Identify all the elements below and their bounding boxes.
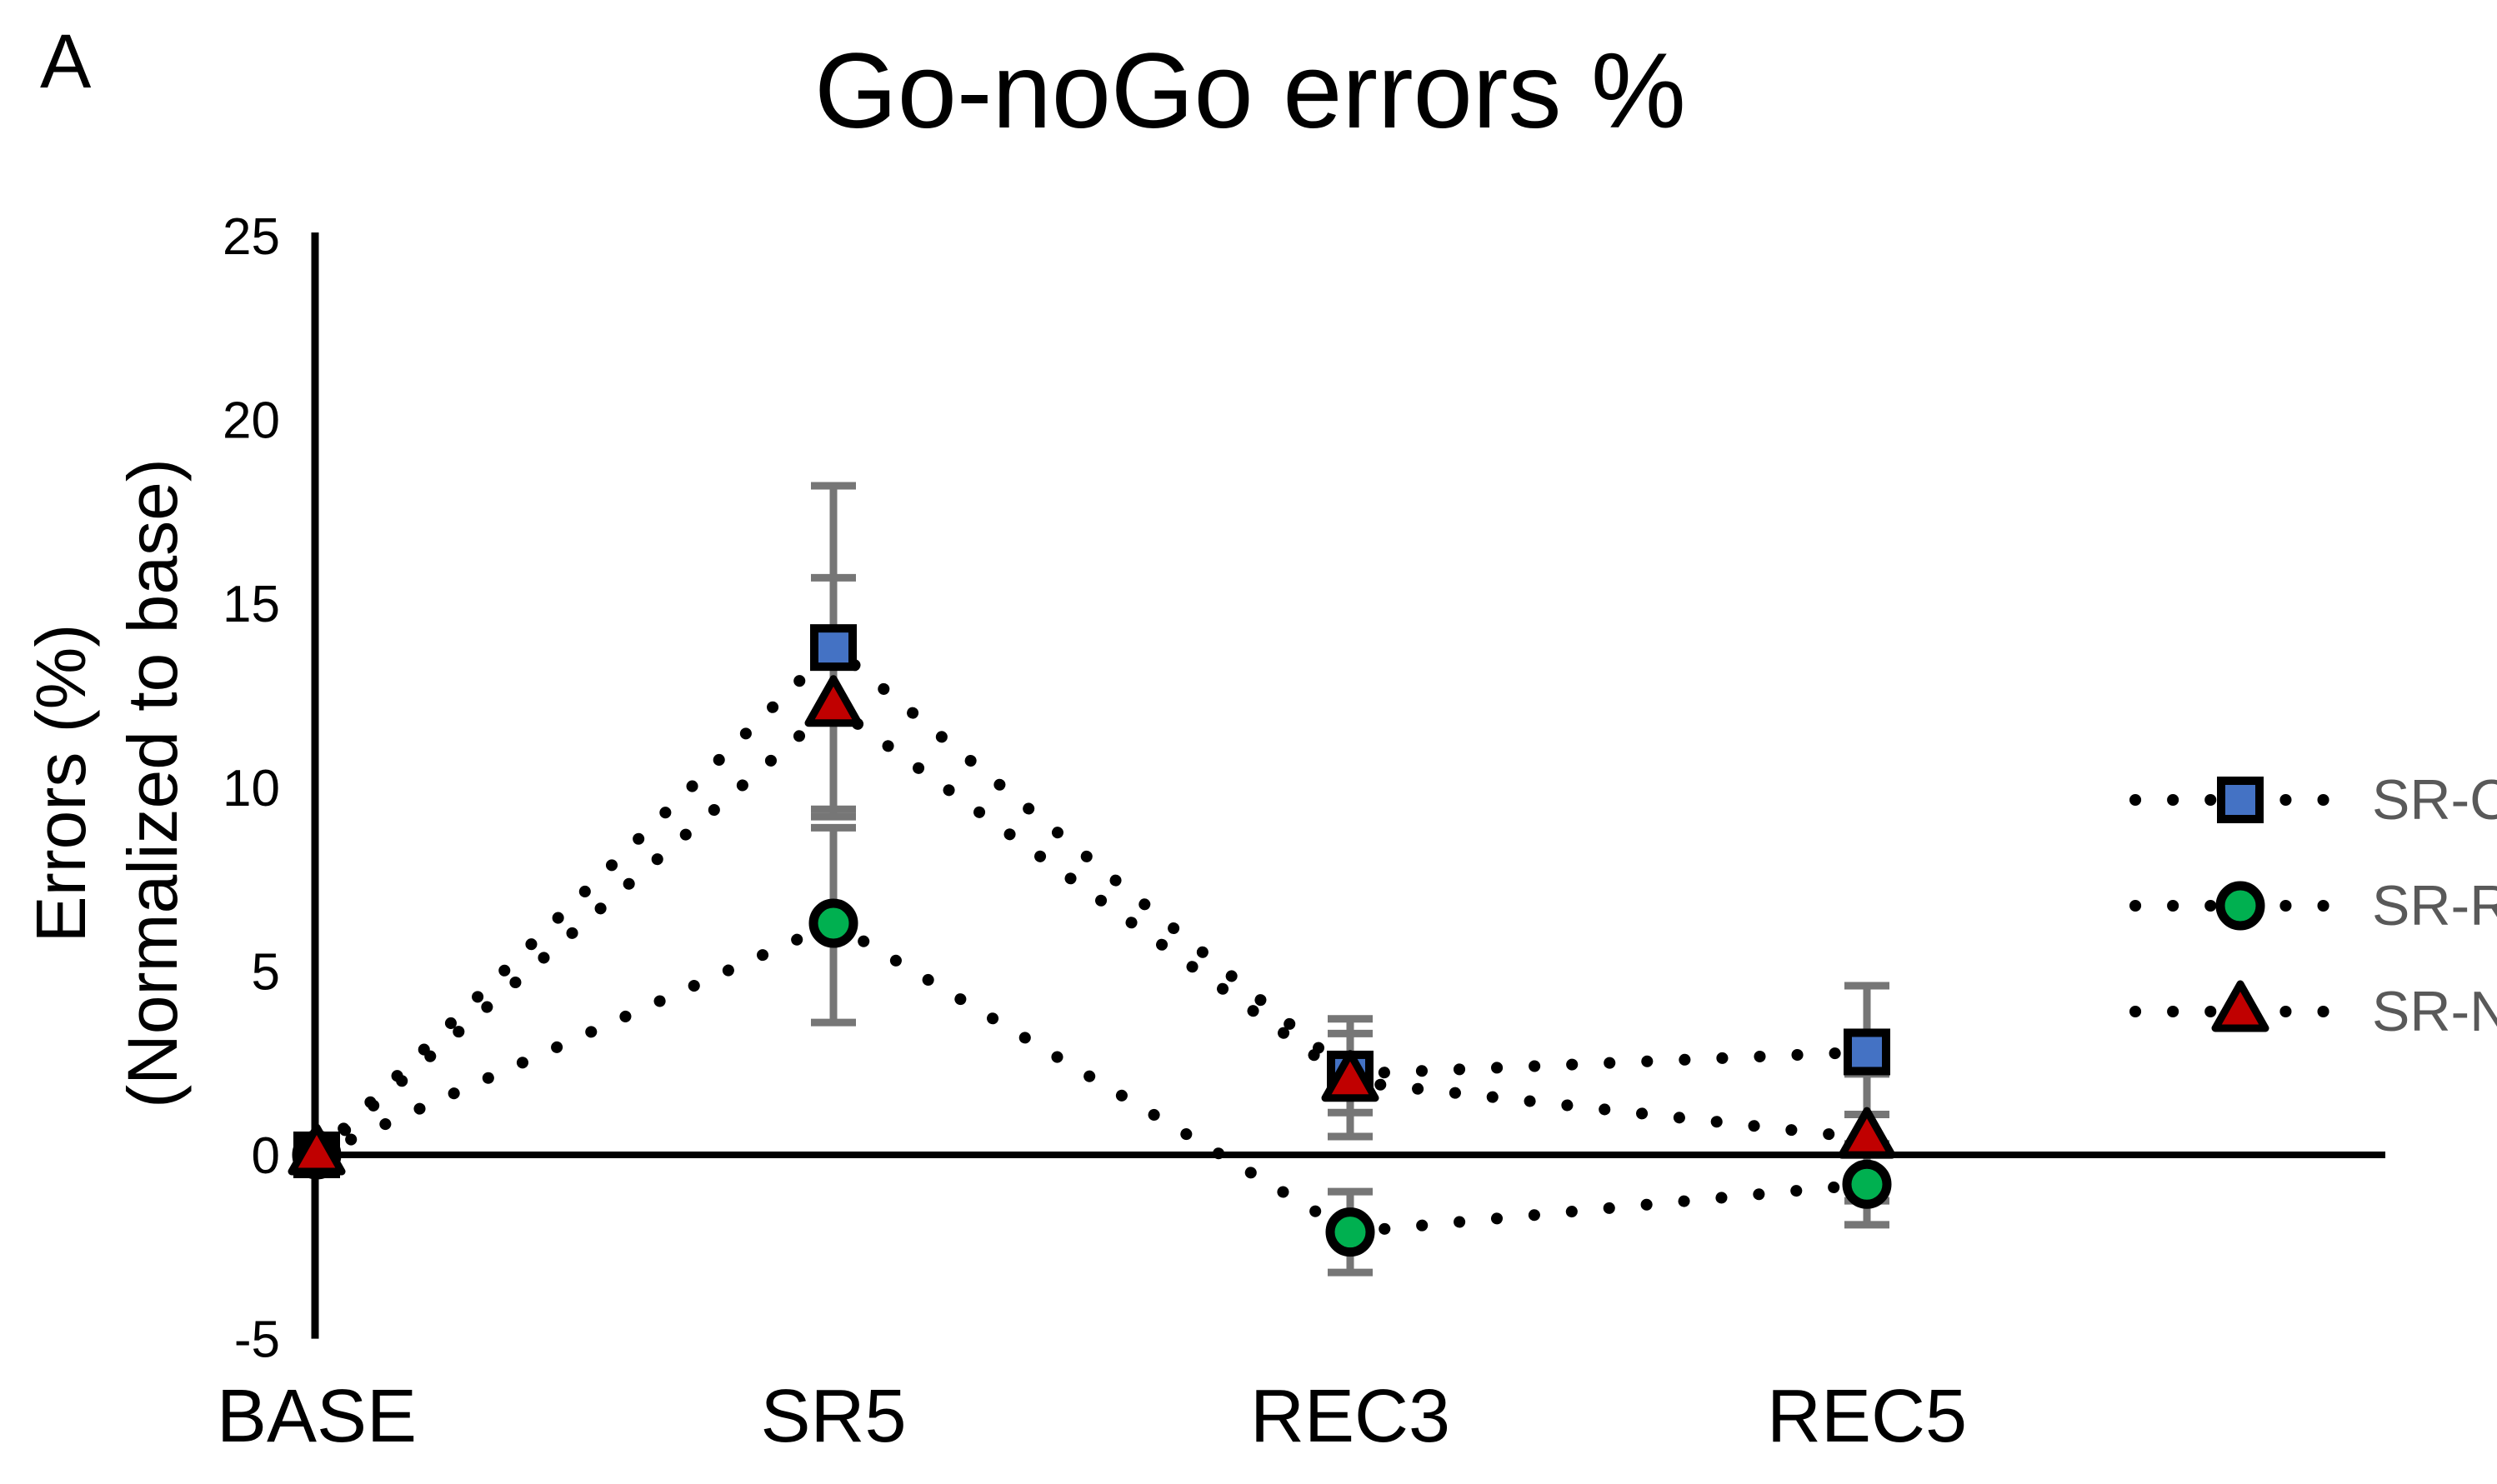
x-category-label: REC3 <box>1250 1375 1450 1458</box>
y-axis-title-line2: (Normalized to base) <box>113 458 192 1108</box>
y-tick-label: 25 <box>223 208 280 266</box>
y-tick-label: 20 <box>223 392 280 450</box>
y-tick-label: 5 <box>252 943 280 1001</box>
series-line-SR-CT <box>311 642 1873 1161</box>
circle-marker <box>1325 1207 1375 1257</box>
legend-label: SR-NS <box>2372 980 2497 1043</box>
square-marker <box>1844 1028 1890 1076</box>
y-tick-label: -5 <box>234 1312 280 1369</box>
y-tick-labels: 25 20 15 10 5 0 -5 <box>223 208 280 1369</box>
series-line-SR-NS <box>311 700 1873 1161</box>
y-tick-label: 15 <box>223 576 280 633</box>
legend-key-triangle <box>2129 980 2351 1032</box>
panel-label: A <box>40 19 92 104</box>
triangle-marker <box>2211 980 2269 1032</box>
legend-item-SR-NS: SR-NS <box>2127 966 2497 1057</box>
chart-title: Go-noGo errors % <box>814 32 1686 151</box>
x-category-label: SR5 <box>760 1375 906 1458</box>
legend-key-circle <box>2129 881 2351 931</box>
legend-item-SR-RT: SR-RT <box>2127 860 2497 952</box>
x-category-label: REC5 <box>1767 1375 1967 1458</box>
legend-key-square <box>2129 777 2351 823</box>
series-markers <box>288 624 1896 1257</box>
legend-label: SR-RT <box>2372 874 2497 937</box>
markers-SR-CT <box>293 624 1890 1178</box>
chart-legend: SR-CT SR-RT SR-NS <box>2127 754 2497 1072</box>
markers-SR-NS <box>288 675 1896 1176</box>
square-marker <box>810 624 857 672</box>
x-category-labels: BASE SR5 REC3 REC5 <box>217 1375 1967 1458</box>
y-tick-label: 10 <box>223 760 280 817</box>
legend-item-SR-CT: SR-CT <box>2127 754 2497 846</box>
triangle-marker <box>1838 1107 1896 1159</box>
triangle-marker <box>804 675 863 727</box>
y-axis-title-line1: Errors (%) <box>22 623 100 943</box>
circle-marker <box>1842 1159 1892 1209</box>
triangle-marker <box>1321 1050 1379 1102</box>
y-axis-title: Errors (%) (Normalized to base) <box>15 158 198 1408</box>
triangle-marker <box>288 1123 346 1176</box>
x-category-label: BASE <box>217 1375 417 1458</box>
series-lines <box>311 642 1873 1238</box>
y-tick-label: 0 <box>252 1127 280 1185</box>
legend-label: SR-CT <box>2372 768 2497 832</box>
series-line-SR-RT <box>311 917 1873 1238</box>
circle-marker <box>808 898 858 948</box>
square-marker <box>2217 777 2264 823</box>
circle-marker <box>2215 881 2265 931</box>
